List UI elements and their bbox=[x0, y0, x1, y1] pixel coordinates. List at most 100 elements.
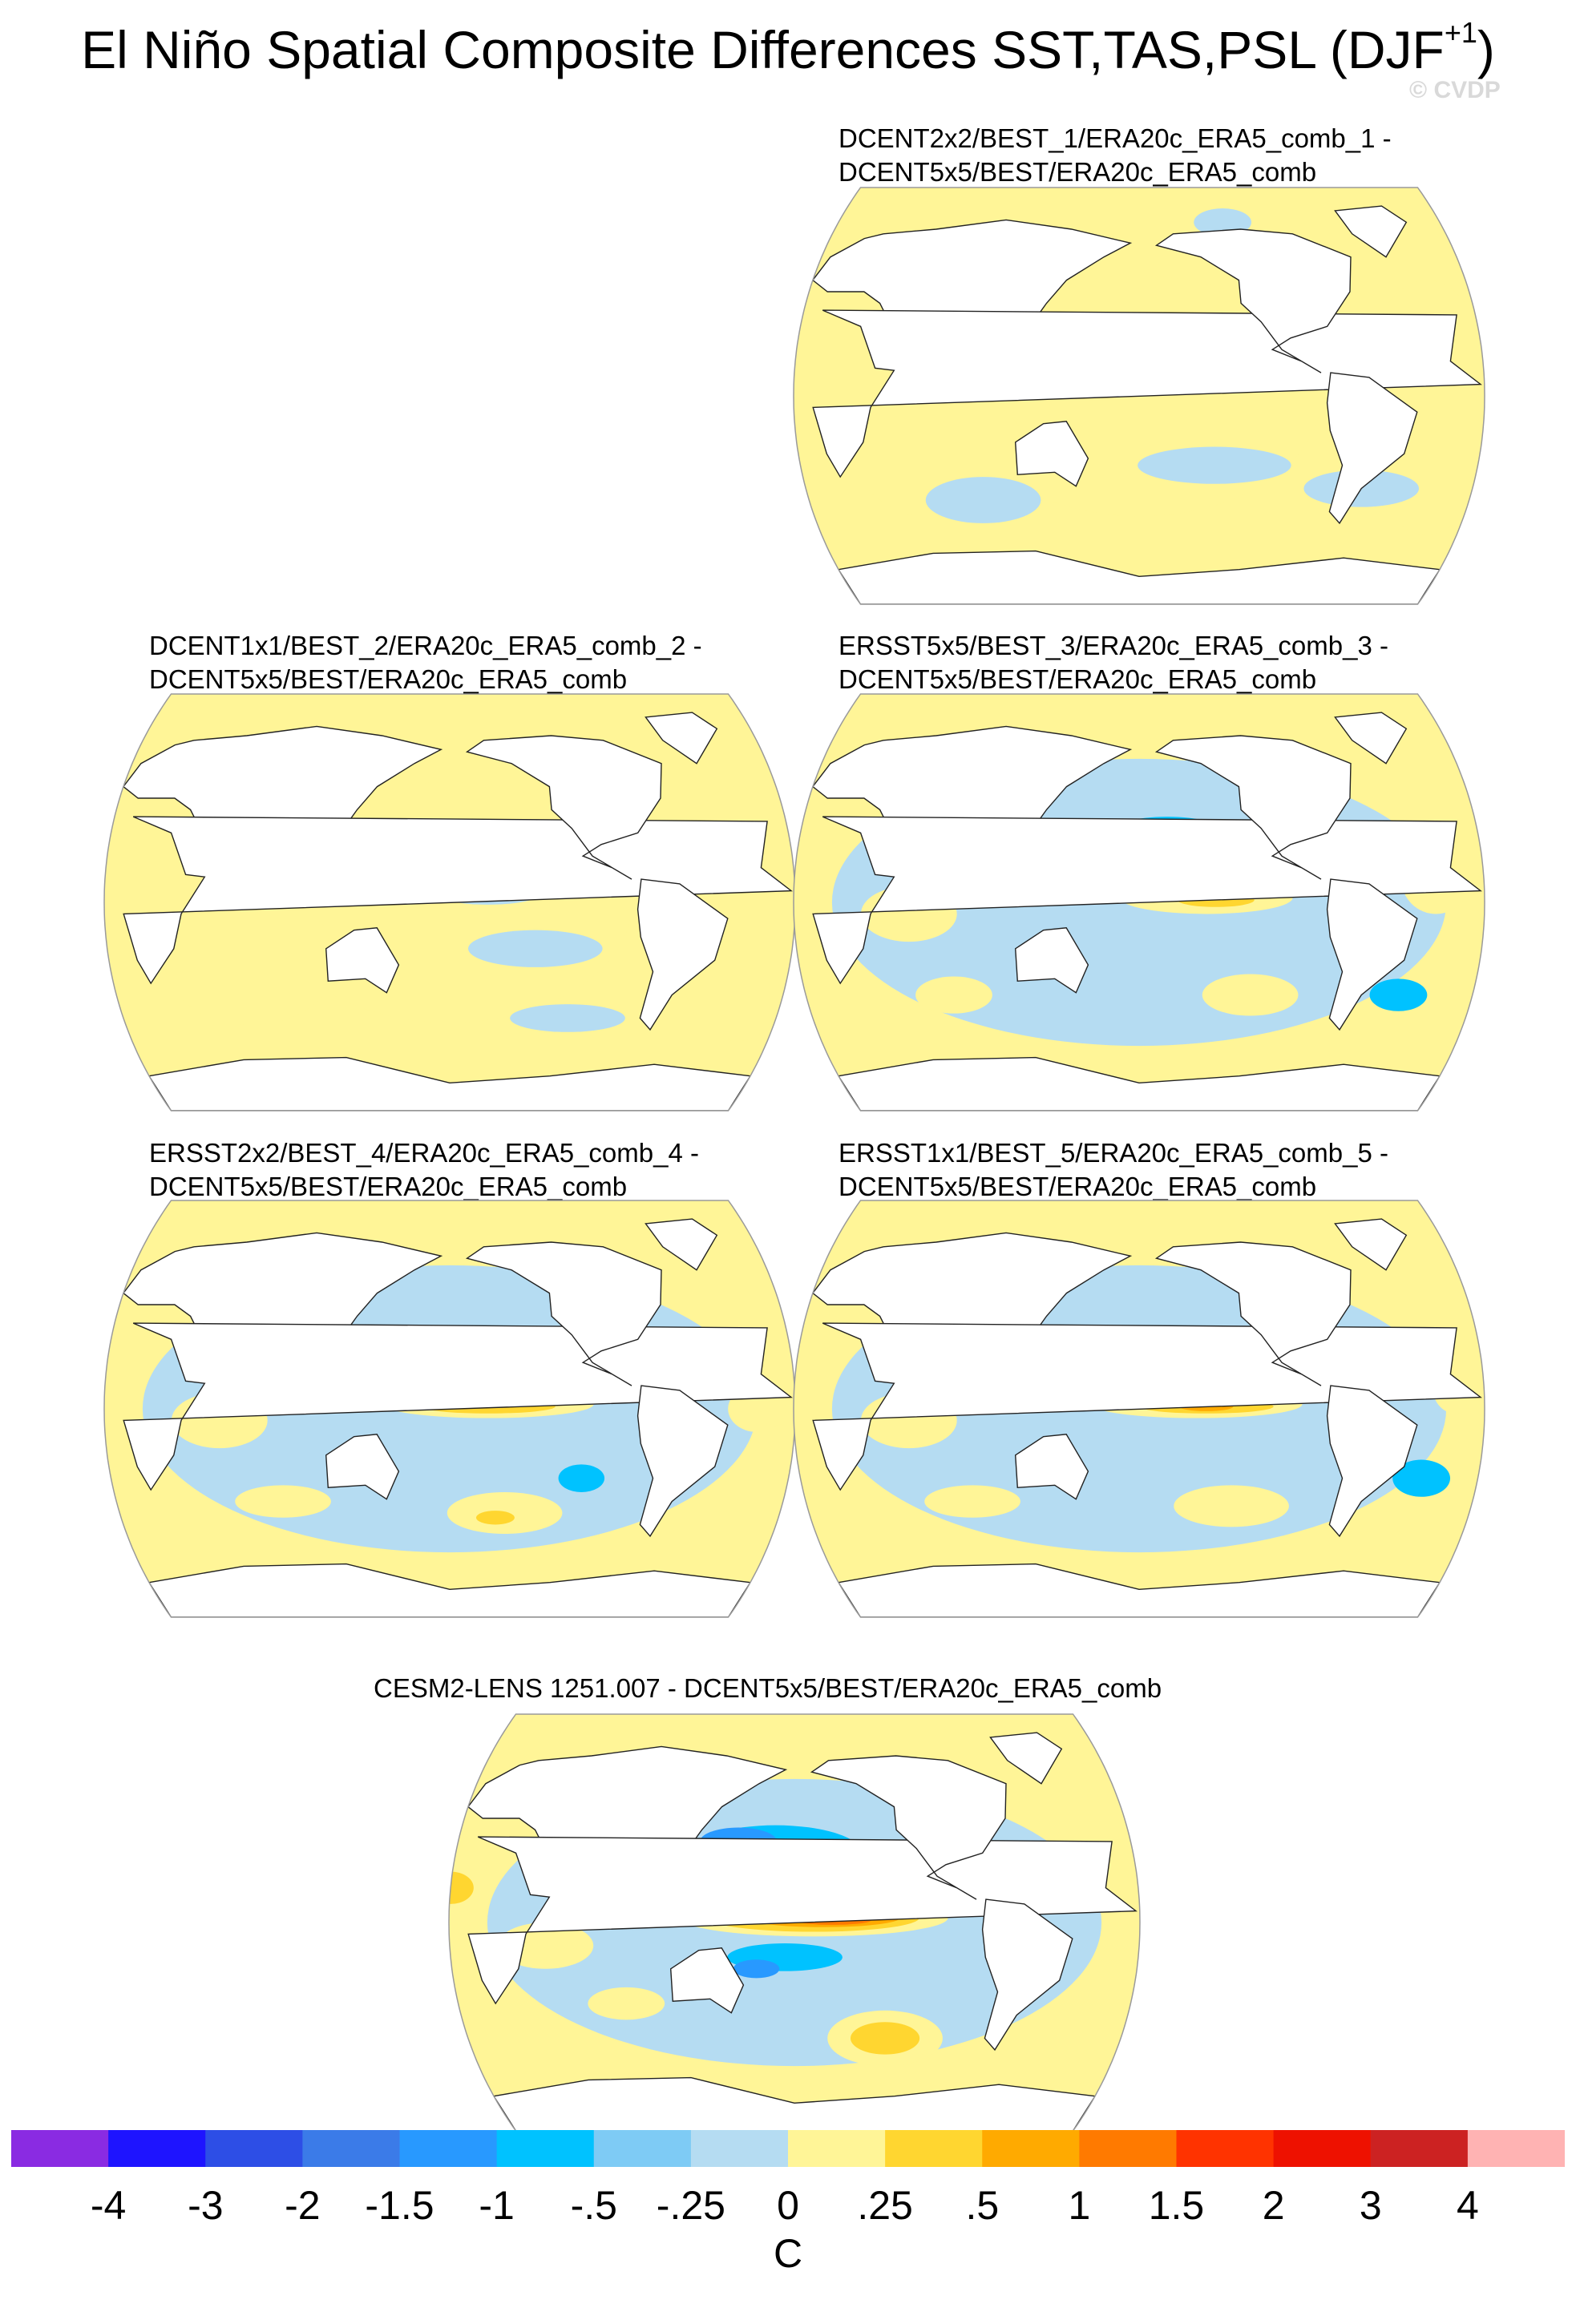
continent-antarctica bbox=[837, 550, 1441, 604]
anomaly-region-7 bbox=[558, 1464, 605, 1492]
anomaly-region-6 bbox=[924, 1485, 1020, 1518]
anomaly-region-7 bbox=[1392, 1459, 1451, 1497]
anomaly-region-4 bbox=[1174, 1485, 1289, 1527]
colorbar-tick: -3 bbox=[188, 2183, 224, 2228]
continent-south-america bbox=[636, 878, 729, 1031]
continent-greenland bbox=[989, 1732, 1063, 1785]
continent-greenland bbox=[1334, 205, 1408, 258]
continent-north-america bbox=[1154, 735, 1352, 880]
continent-antarctica bbox=[492, 2076, 1097, 2131]
continent-south-america bbox=[1326, 878, 1418, 1031]
continent-greenland bbox=[645, 712, 718, 765]
colorbar-tick: -2 bbox=[285, 2183, 321, 2228]
colorbar-box-9 bbox=[885, 2130, 983, 2167]
panel-title-line2: DCENT5x5/BEST/ERA20c_ERA5_comb bbox=[839, 664, 1317, 694]
anomaly-field bbox=[104, 1200, 795, 1617]
continent-greenland bbox=[645, 1218, 718, 1271]
continent-africa bbox=[812, 1322, 1482, 1491]
continent-south-america bbox=[636, 1385, 729, 1538]
continent-australia bbox=[1014, 927, 1089, 994]
panel-title-line1: ERSST2x2/BEST_4/ERA20c_ERA5_comb_4 - bbox=[149, 1138, 699, 1168]
colorbar-box-11 bbox=[1079, 2130, 1178, 2167]
map-outline bbox=[793, 693, 1485, 1112]
panel-title-ersst2x2: ERSST2x2/BEST_4/ERA20c_ERA5_comb_4 - DCE… bbox=[149, 1136, 699, 1204]
anomaly-field bbox=[794, 694, 1485, 1111]
map-outline bbox=[793, 1200, 1485, 1618]
colorbar-tick: -4 bbox=[90, 2183, 127, 2228]
continent-south-america bbox=[1326, 372, 1418, 525]
continent-south-america bbox=[981, 1898, 1073, 2052]
continent-greenland bbox=[1334, 712, 1408, 765]
colorbar-box-10 bbox=[982, 2130, 1080, 2167]
continent-north-america bbox=[465, 1241, 662, 1386]
continent-north-america bbox=[1154, 228, 1352, 373]
panel-title-line1: ERSST1x1/BEST_5/ERA20c_ERA5_comb_5 - bbox=[839, 1138, 1388, 1168]
continent-north-america bbox=[810, 1755, 1007, 1900]
anomaly-field bbox=[794, 188, 1485, 604]
colorbar-tick: 2 bbox=[1262, 2183, 1285, 2228]
colorbar-box-2 bbox=[205, 2130, 303, 2167]
panel-title-cesm2lens: CESM2-LENS 1251.007 - DCENT5x5/BEST/ERA2… bbox=[374, 1672, 1162, 1705]
anomaly-region-12 bbox=[588, 1987, 665, 2020]
colorbar-box-12 bbox=[1176, 2130, 1275, 2167]
map-panel-ersst5x5 bbox=[793, 693, 1485, 1112]
cvdp-watermark: © CVDP bbox=[1409, 77, 1501, 103]
colorbar-box-1 bbox=[108, 2130, 206, 2167]
colorbar-box-13 bbox=[1273, 2130, 1372, 2167]
panel-title-line1: ERSST5x5/BEST_3/ERA20c_ERA5_comb_3 - bbox=[839, 631, 1388, 660]
colorbar-box-4 bbox=[399, 2130, 498, 2167]
anomaly-field bbox=[794, 1200, 1485, 1617]
continent-africa bbox=[123, 1322, 793, 1491]
panel-title-line2: DCENT5x5/BEST/ERA20c_ERA5_comb bbox=[839, 157, 1317, 187]
anomaly-region-8 bbox=[733, 1959, 780, 1979]
continent-africa bbox=[812, 309, 1482, 478]
map-panel-dcent2x2 bbox=[793, 187, 1485, 605]
continent-australia bbox=[669, 1947, 745, 2014]
colorbar-tick: 1 bbox=[1068, 2183, 1091, 2228]
panel-title-line2: DCENT5x5/BEST/ERA20c_ERA5_comb bbox=[149, 1172, 628, 1201]
continent-africa bbox=[123, 816, 793, 985]
colorbar-box-0 bbox=[11, 2130, 109, 2167]
colorbar-units-label: C bbox=[773, 2231, 803, 2276]
colorbar-tick: -.5 bbox=[570, 2183, 617, 2228]
anomaly-region-3 bbox=[925, 477, 1041, 523]
colorbar-tick: 3 bbox=[1359, 2183, 1382, 2228]
colorbar-tick: 0 bbox=[777, 2183, 799, 2228]
anomaly-region-8 bbox=[1369, 978, 1428, 1011]
continent-australia bbox=[1014, 421, 1089, 487]
continent-north-america bbox=[465, 735, 662, 880]
colorbar-tick: 1.5 bbox=[1148, 2183, 1205, 2228]
figure-title: El Niño Spatial Composite Differences SS… bbox=[81, 16, 1495, 80]
colorbar-box-6 bbox=[593, 2130, 692, 2167]
map-outline bbox=[103, 1200, 796, 1618]
colorbar-box-8 bbox=[788, 2130, 886, 2167]
colorbar bbox=[11, 2130, 1565, 2167]
map-outline bbox=[793, 187, 1485, 605]
panel-title-line1: DCENT2x2/BEST_1/ERA20c_ERA5_comb_1 - bbox=[839, 123, 1392, 153]
anomaly-region-5 bbox=[915, 976, 992, 1014]
anomaly-region-2 bbox=[164, 895, 337, 1026]
continent-africa bbox=[467, 1836, 1138, 2005]
colorbar-tick: 4 bbox=[1456, 2183, 1479, 2228]
colorbar-tick: -1.5 bbox=[365, 2183, 434, 2228]
anomaly-region-3 bbox=[1202, 974, 1299, 1016]
panel-title-line1: DCENT1x1/BEST_2/ERA20c_ERA5_comb_2 - bbox=[149, 631, 702, 660]
panel-title-line2: DCENT5x5/BEST/ERA20c_ERA5_comb bbox=[839, 1172, 1317, 1201]
colorbar-tick: -.25 bbox=[656, 2183, 725, 2228]
continent-antarctica bbox=[837, 1563, 1441, 1617]
anomaly-region-4 bbox=[468, 930, 603, 967]
panel-title-dcent1x1: DCENT1x1/BEST_2/ERA20c_ERA5_comb_2 - DCE… bbox=[149, 629, 702, 696]
continent-australia bbox=[325, 1434, 400, 1500]
map-outline bbox=[103, 693, 796, 1112]
continent-antarctica bbox=[147, 1563, 752, 1617]
panel-title-line2: DCENT5x5/BEST/ERA20c_ERA5_comb bbox=[149, 664, 628, 694]
colorbar-box-3 bbox=[302, 2130, 401, 2167]
colorbar-box-15 bbox=[1467, 2130, 1565, 2167]
panel-title-ersst5x5: ERSST5x5/BEST_3/ERA20c_ERA5_comb_3 - DCE… bbox=[839, 629, 1388, 696]
map-panel-ersst1x1 bbox=[793, 1200, 1485, 1618]
colorbar-box-7 bbox=[690, 2130, 789, 2167]
continent-south-america bbox=[1326, 1385, 1418, 1538]
panel-title-line1: CESM2-LENS 1251.007 - DCENT5x5/BEST/ERA2… bbox=[374, 1673, 1162, 1703]
colorbar-tick: .25 bbox=[857, 2183, 913, 2228]
anomaly-field bbox=[104, 694, 795, 1111]
